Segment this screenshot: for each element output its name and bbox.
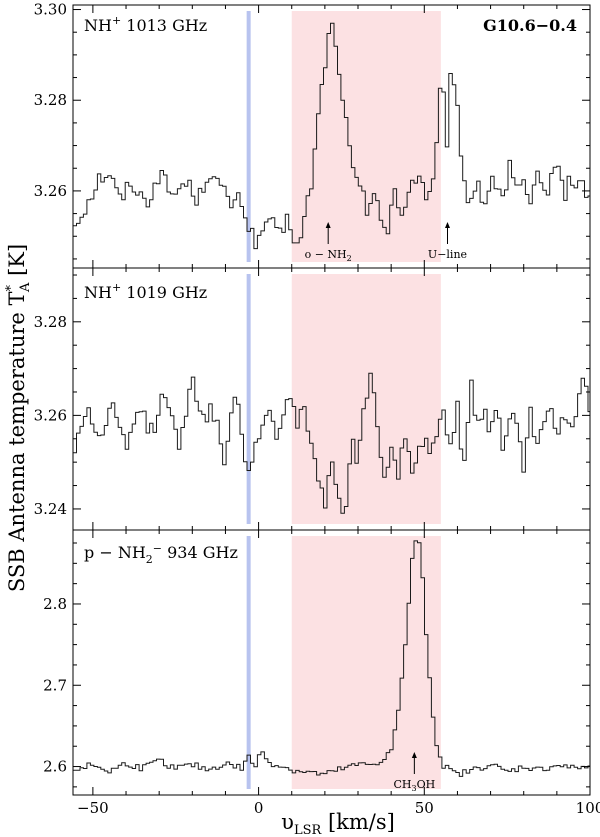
x-tick-label: 100: [576, 799, 600, 817]
y-axis-ticks: 2.6 2.7 2.8: [43, 542, 590, 788]
x-axis-title: υLSR [km/s]: [281, 810, 395, 837]
shaded-velocity-window: [291, 274, 441, 524]
x-tick-label: −50: [77, 799, 109, 817]
spectrum-trace: [73, 22, 590, 250]
spectrum-trace: [73, 540, 590, 777]
y-tick-label: 2.7: [43, 676, 67, 694]
spectrum-trace: [73, 372, 590, 514]
arrow-head: [325, 222, 331, 228]
y-tick-label: 3.26: [34, 406, 67, 424]
y-axis-ticks: 3.26 3.28 3.30: [34, 1, 590, 260]
panel-pnh2minus-934: 2.6 2.7 2.8 p − NH2− 934 GHz CH3OH: [43, 529, 591, 796]
y-axis-title: SSB Antenna temperature T*A [K]: [4, 244, 33, 592]
y-tick-label: 3.30: [34, 1, 67, 19]
annotation-label: CH3OH: [393, 778, 435, 793]
annotation-label: U−line: [428, 248, 467, 261]
x-tick-label: 0: [254, 799, 264, 817]
y-tick-label: 2.6: [43, 758, 67, 776]
line-annotations: CH3OH: [393, 752, 435, 793]
systemic-velocity-marker: [246, 11, 251, 262]
y-tick-label: 3.26: [34, 182, 67, 200]
arrow-head: [411, 752, 417, 758]
y-tick-label: 3.28: [34, 313, 67, 331]
y-tick-label: 2.8: [43, 595, 67, 613]
source-name: G10.6−0.4: [483, 16, 577, 35]
panel-title: NH+ 1013 GHz: [84, 14, 207, 35]
y-tick-label: 3.28: [34, 91, 67, 109]
panel-title: p − NH2− 934 GHz: [84, 542, 238, 566]
line-annotations: o − NH2 U−line: [305, 222, 467, 263]
y-tick-label: 3.24: [34, 500, 67, 518]
panel-frame: [72, 529, 591, 796]
shaded-velocity-window: [291, 536, 441, 789]
systemic-velocity-marker: [246, 274, 251, 524]
annotation-label: o − NH2: [305, 248, 352, 263]
shaded-velocity-window: [291, 11, 441, 262]
y-axis-ticks: 3.24 3.26 3.28: [34, 274, 590, 518]
x-tick-label: 50: [415, 799, 434, 817]
x-axis-ticks: [92, 5, 591, 268]
systemic-velocity-marker: [246, 536, 251, 789]
panel-nhplus-1013: 3.26 3.28 3.30 NH+ 1013 GHz G10.6−0.4 o − …: [34, 1, 591, 269]
x-axis-ticks: [92, 268, 591, 530]
x-axis-tick-labels: −50 0 50 100: [77, 799, 600, 817]
arrow-head: [444, 222, 450, 228]
panel-nhplus-1019: 3.24 3.26 3.28 NH+ 1019 GHz: [34, 267, 591, 531]
x-axis-ticks: [92, 530, 591, 795]
panel-title: NH+ 1019 GHz: [84, 281, 207, 302]
